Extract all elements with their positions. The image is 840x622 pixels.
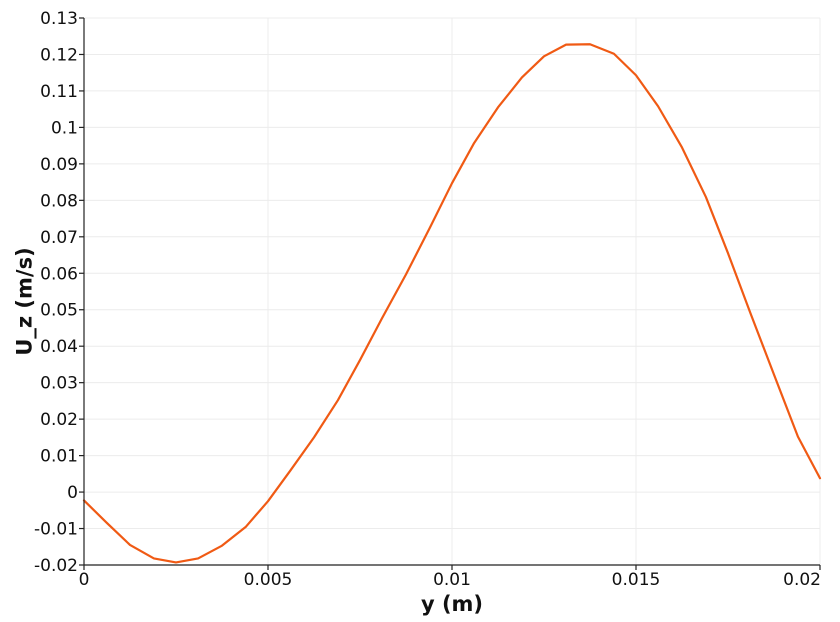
y-tick-label: 0.01 — [40, 447, 78, 467]
x-axis-title: y (m) — [421, 592, 483, 616]
y-tick-label: 0.13 — [40, 9, 78, 29]
y-tick-label: -0.02 — [34, 556, 78, 576]
x-tick-label: 0.015 — [612, 570, 661, 590]
y-tick-label: 0.08 — [40, 191, 78, 211]
y-tick-label: 0.07 — [40, 228, 78, 248]
x-tick-label: 0.005 — [244, 570, 293, 590]
x-tick-label: 0.01 — [433, 570, 471, 590]
y-tick-label: 0.03 — [40, 374, 78, 394]
y-tick-label: 0.05 — [40, 301, 78, 321]
grid — [83, 17, 821, 566]
x-tick-label: 0.02 — [783, 570, 821, 590]
series-layer — [82, 43, 822, 564]
ticks: -0.02 -0.01 0 0.01 0.02 0.03 0.04 0.05 0.06 0.07 0… — [34, 9, 821, 590]
x-tick-label: 0 — [79, 570, 90, 590]
y-axis-title: U_z (m/s) — [12, 247, 36, 355]
y-tick-label: 0.12 — [40, 45, 78, 65]
y-tick-label: 0.04 — [40, 337, 78, 357]
y-tick-label: 0.02 — [40, 410, 78, 430]
y-tick-label: -0.01 — [34, 520, 78, 540]
series-line — [82, 43, 822, 564]
y-tick-label: 0.11 — [40, 82, 78, 102]
y-tick-label: 0.09 — [40, 155, 78, 175]
y-tick-label: 0 — [67, 483, 78, 503]
y-tick-label: 0.1 — [51, 118, 78, 138]
y-tick-label: 0.06 — [40, 264, 78, 284]
